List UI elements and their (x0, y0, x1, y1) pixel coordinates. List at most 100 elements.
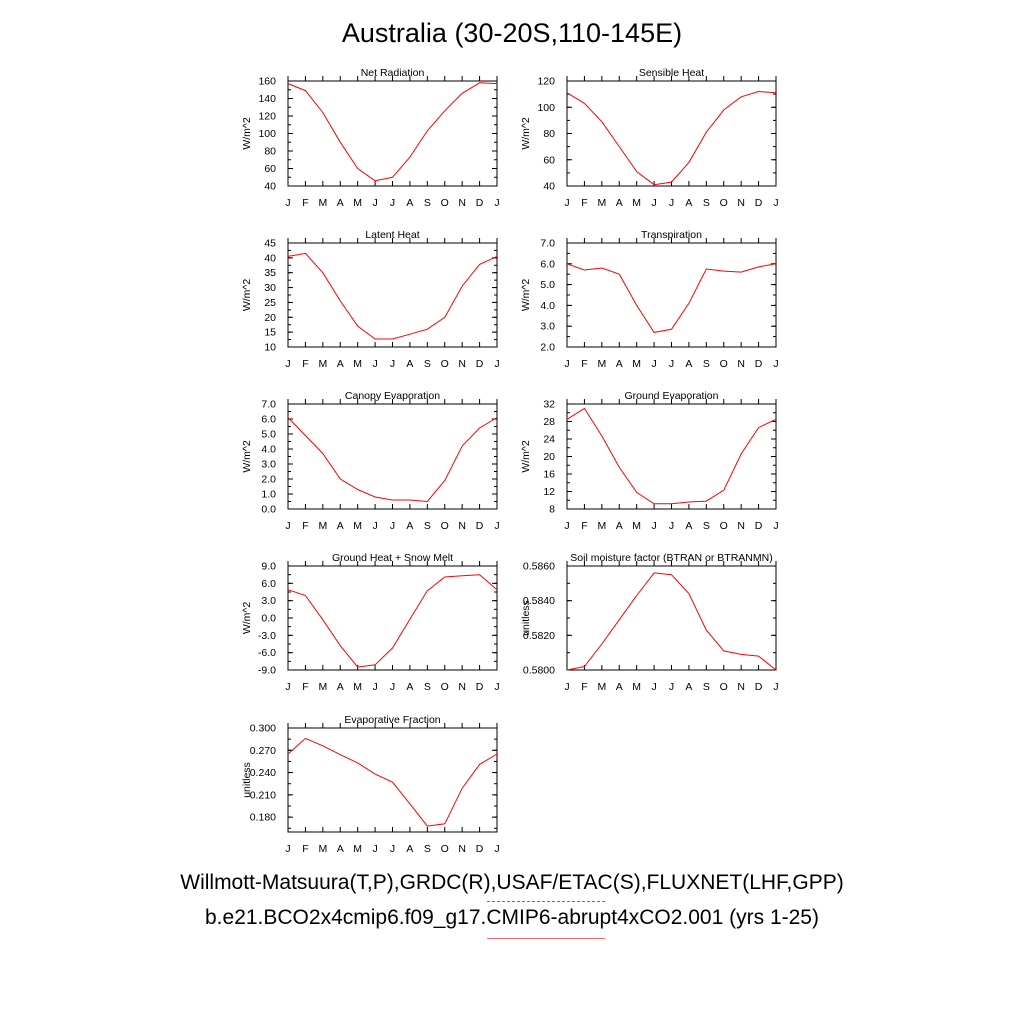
x-tick-label: J (564, 520, 569, 532)
x-tick-label: M (318, 681, 327, 693)
y-tick-label: 3.0 (540, 321, 555, 333)
page-title: Australia (30-20S,110-145E) (341, 18, 683, 48)
y-tick-label: 20 (543, 451, 555, 463)
x-tick-label: J (285, 520, 290, 532)
x-tick-label: J (651, 358, 656, 370)
x-tick-label: M (597, 520, 606, 532)
x-tick-label: M (318, 520, 327, 532)
y-axis-label: W/m^2 (241, 279, 253, 312)
x-tick-label: O (441, 520, 449, 532)
x-tick-label: A (685, 358, 692, 370)
x-tick-label: M (318, 843, 327, 855)
chart-title: Evaporative Fraction (344, 714, 440, 726)
x-tick-label: J (494, 197, 499, 209)
y-tick-label: -3.0 (258, 630, 276, 642)
x-tick-label: J (285, 197, 290, 209)
plot-frame (287, 565, 498, 671)
y-tick-label: 30 (264, 282, 276, 294)
x-tick-label: M (632, 358, 641, 370)
x-tick-label: A (616, 520, 623, 532)
x-tick-label: A (337, 197, 344, 209)
x-tick-label: A (337, 358, 344, 370)
x-tick-label: O (720, 520, 728, 532)
legend-case: b.e21.BCO2x4cmip6.f09_g17.CMIP6-abrupt4x… (205, 906, 819, 929)
series-line (287, 737, 498, 827)
y-tick-label: 10 (264, 342, 276, 354)
series-line (566, 263, 777, 333)
x-tick-label: M (632, 520, 641, 532)
x-tick-label: F (581, 681, 587, 693)
x-tick-label: A (406, 197, 413, 209)
y-tick-label: 80 (264, 146, 276, 158)
x-tick-label: N (458, 520, 466, 532)
x-tick-label: S (703, 197, 710, 209)
x-tick-label: J (285, 681, 290, 693)
x-tick-label: J (651, 681, 656, 693)
x-tick-label: D (755, 681, 763, 693)
y-tick-label: 15 (264, 327, 276, 339)
y-tick-label: 160 (258, 76, 276, 88)
y-tick-label: 5.0 (261, 429, 276, 441)
plot-frame (566, 242, 777, 348)
y-tick-label: 6.0 (540, 258, 555, 270)
x-tick-label: M (353, 197, 362, 209)
series-line (287, 574, 498, 668)
y-tick-label: 24 (543, 434, 555, 446)
x-tick-label: N (737, 197, 745, 209)
y-tick-label: 0.300 (250, 723, 276, 735)
y-tick-label: 140 (258, 93, 276, 105)
x-tick-label: O (441, 197, 449, 209)
x-tick-label: O (441, 843, 449, 855)
x-tick-label: J (390, 358, 395, 370)
y-tick-label: 3.0 (261, 595, 276, 607)
y-axis-label: W/m^2 (520, 440, 532, 473)
series-line (287, 417, 498, 503)
y-axis-label: W/m^2 (241, 440, 253, 473)
x-tick-label: D (476, 358, 484, 370)
plot-frame (287, 727, 498, 833)
x-tick-label: S (424, 358, 431, 370)
x-tick-label: N (458, 843, 466, 855)
y-tick-label: 28 (543, 416, 555, 428)
series-line (287, 252, 498, 340)
plot-frame (566, 403, 777, 510)
y-tick-label: 45 (264, 238, 276, 250)
y-axis-label: W/m^2 (520, 279, 532, 312)
y-tick-label: 2.0 (261, 474, 276, 486)
x-tick-label: J (669, 358, 674, 370)
y-tick-label: -6.0 (258, 647, 276, 659)
x-tick-label: M (353, 358, 362, 370)
legend-case-swatch (487, 938, 605, 939)
y-tick-label: -9.0 (258, 665, 276, 677)
plot-frame (287, 403, 498, 510)
series-line (566, 407, 777, 505)
x-tick-label: A (685, 681, 692, 693)
series-line (287, 82, 498, 182)
y-tick-label: 0.5820 (523, 630, 555, 642)
x-tick-label: J (285, 843, 290, 855)
plot-frame (287, 80, 498, 187)
x-tick-label: S (424, 520, 431, 532)
y-axis-label: W/m^2 (241, 602, 253, 635)
y-tick-label: 12 (543, 486, 555, 498)
x-tick-label: D (755, 520, 763, 532)
x-tick-label: S (703, 358, 710, 370)
legend-observations-swatch (487, 901, 605, 902)
x-tick-label: J (773, 520, 778, 532)
x-tick-label: J (372, 358, 377, 370)
x-tick-label: A (406, 681, 413, 693)
x-tick-label: F (581, 197, 587, 209)
x-tick-label: N (458, 681, 466, 693)
chart-title: Soil moisture factor (BTRAN or BTRANMN) (570, 552, 772, 564)
x-tick-label: D (755, 358, 763, 370)
y-tick-label: 20 (264, 312, 276, 324)
x-tick-label: F (302, 197, 308, 209)
x-tick-label: J (669, 520, 674, 532)
x-tick-label: A (685, 197, 692, 209)
y-tick-label: 60 (264, 163, 276, 175)
y-axis-label: unitless (241, 762, 253, 798)
x-tick-label: D (476, 520, 484, 532)
x-tick-label: J (651, 520, 656, 532)
y-tick-label: 6.0 (261, 578, 276, 590)
y-tick-label: 0.5800 (523, 665, 555, 677)
